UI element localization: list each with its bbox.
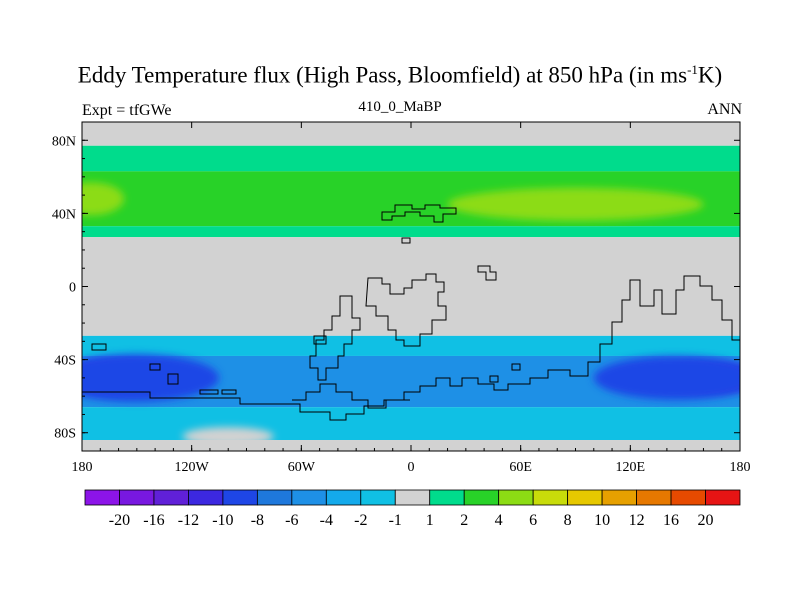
island-2 [477, 265, 497, 281]
colorbar-label: -20 [109, 512, 130, 529]
y-tick-label: 80N [52, 134, 76, 149]
colorbar-box [601, 489, 637, 506]
island-5 [167, 373, 179, 385]
patch-nh-strong-atlantic [82, 182, 125, 216]
colorbar-label: -4 [320, 512, 333, 529]
band-1 [82, 145, 740, 172]
patch-sh-mid-west [82, 354, 220, 402]
colorbar-box [532, 489, 569, 506]
island-8 [511, 363, 521, 371]
island-1 [401, 237, 411, 244]
colorbar-label: 12 [629, 512, 645, 529]
colorbar-label: 20 [698, 512, 714, 529]
colorbar-box [84, 489, 120, 506]
colorbar-label: 2 [460, 512, 468, 529]
colorbar-label: 4 [495, 512, 503, 529]
colorbar-box [360, 489, 396, 506]
antarctic-coastline [292, 275, 740, 409]
colorbar-box [325, 489, 362, 506]
colorbar-box [567, 489, 603, 506]
south-america-coastline [309, 295, 361, 381]
colorbar-label: 8 [564, 512, 572, 529]
colorbar-label: -1 [389, 512, 402, 529]
colorbar-label: -6 [285, 512, 298, 529]
title-superscript: -1 [687, 62, 698, 77]
colorbar-label: 16 [663, 512, 679, 529]
colorbar-box [153, 489, 189, 506]
flux-field [82, 122, 740, 451]
island-4 [91, 343, 107, 351]
colorbar-box [463, 489, 500, 506]
colorbar-box [222, 489, 258, 506]
x-tick-label: 180 [730, 460, 751, 475]
island-10 [149, 363, 161, 371]
island-7 [221, 389, 237, 395]
season-label: ANN [707, 101, 742, 118]
colorbar-box [429, 489, 465, 506]
band-4 [82, 237, 740, 336]
colorbar-label: -16 [143, 512, 164, 529]
colorbar-box [119, 489, 155, 506]
x-tick-label: 0 [408, 460, 415, 475]
colorbar-label: 10 [594, 512, 610, 529]
colorbar-box [636, 489, 672, 506]
colorbar: -20 -16 -12 -10 -8 -6 -4 -2 -1 1 2 4 6 8 10 12 16 20 [84, 489, 741, 529]
y-tick-label: 40S [54, 354, 76, 369]
chart-title: Eddy Temperature flux (High Pass, Bloomf… [77, 62, 723, 88]
colorbar-label: 1 [426, 512, 434, 529]
colorbar-box [394, 489, 431, 506]
colorbar-box [498, 489, 534, 506]
patch-sh-weak-south [182, 427, 274, 446]
band-0 [82, 122, 740, 146]
colorbar-label: -12 [178, 512, 199, 529]
band-7 [82, 407, 740, 441]
colorbar-label: -10 [212, 512, 233, 529]
colorbar-box [705, 489, 741, 506]
europe-coastline [381, 204, 457, 223]
patch-sh-mid-east [593, 355, 740, 400]
x-tick-label: 120E [616, 460, 646, 475]
run-label: 410_0_MaBP [358, 99, 442, 115]
island-9 [489, 375, 499, 383]
y-tick-label: 80S [54, 427, 76, 442]
x-tick-label: 60E [509, 460, 532, 475]
colorbar-box [291, 489, 327, 506]
y-tick-label: 40N [52, 207, 76, 222]
colorbar-box [670, 489, 706, 506]
colorbar-label: -8 [251, 512, 264, 529]
colorbar-label: 6 [529, 512, 537, 529]
x-tick-label: 120W [175, 460, 210, 475]
island-3 [313, 335, 327, 345]
x-tick-label: 60W [288, 460, 316, 475]
experiment-label: Expt = tfGWe [82, 102, 172, 119]
colorbar-box [188, 489, 224, 506]
band-3 [82, 226, 740, 238]
y-axis: 80N 40N 0 40S 80S [52, 134, 740, 442]
x-tick-label: 180 [72, 460, 93, 475]
antarctic-shelf-line [82, 391, 410, 421]
patch-nh-strong-pacific [447, 187, 704, 221]
y-tick-label: 0 [69, 281, 76, 296]
island-6 [199, 389, 219, 395]
coastlines [82, 204, 740, 421]
africa-coastline [365, 273, 447, 347]
colorbar-label: -2 [354, 512, 367, 529]
x-axis: 180 120W 60W 0 60E 120E 180 [72, 122, 751, 475]
colorbar-box [256, 489, 293, 506]
